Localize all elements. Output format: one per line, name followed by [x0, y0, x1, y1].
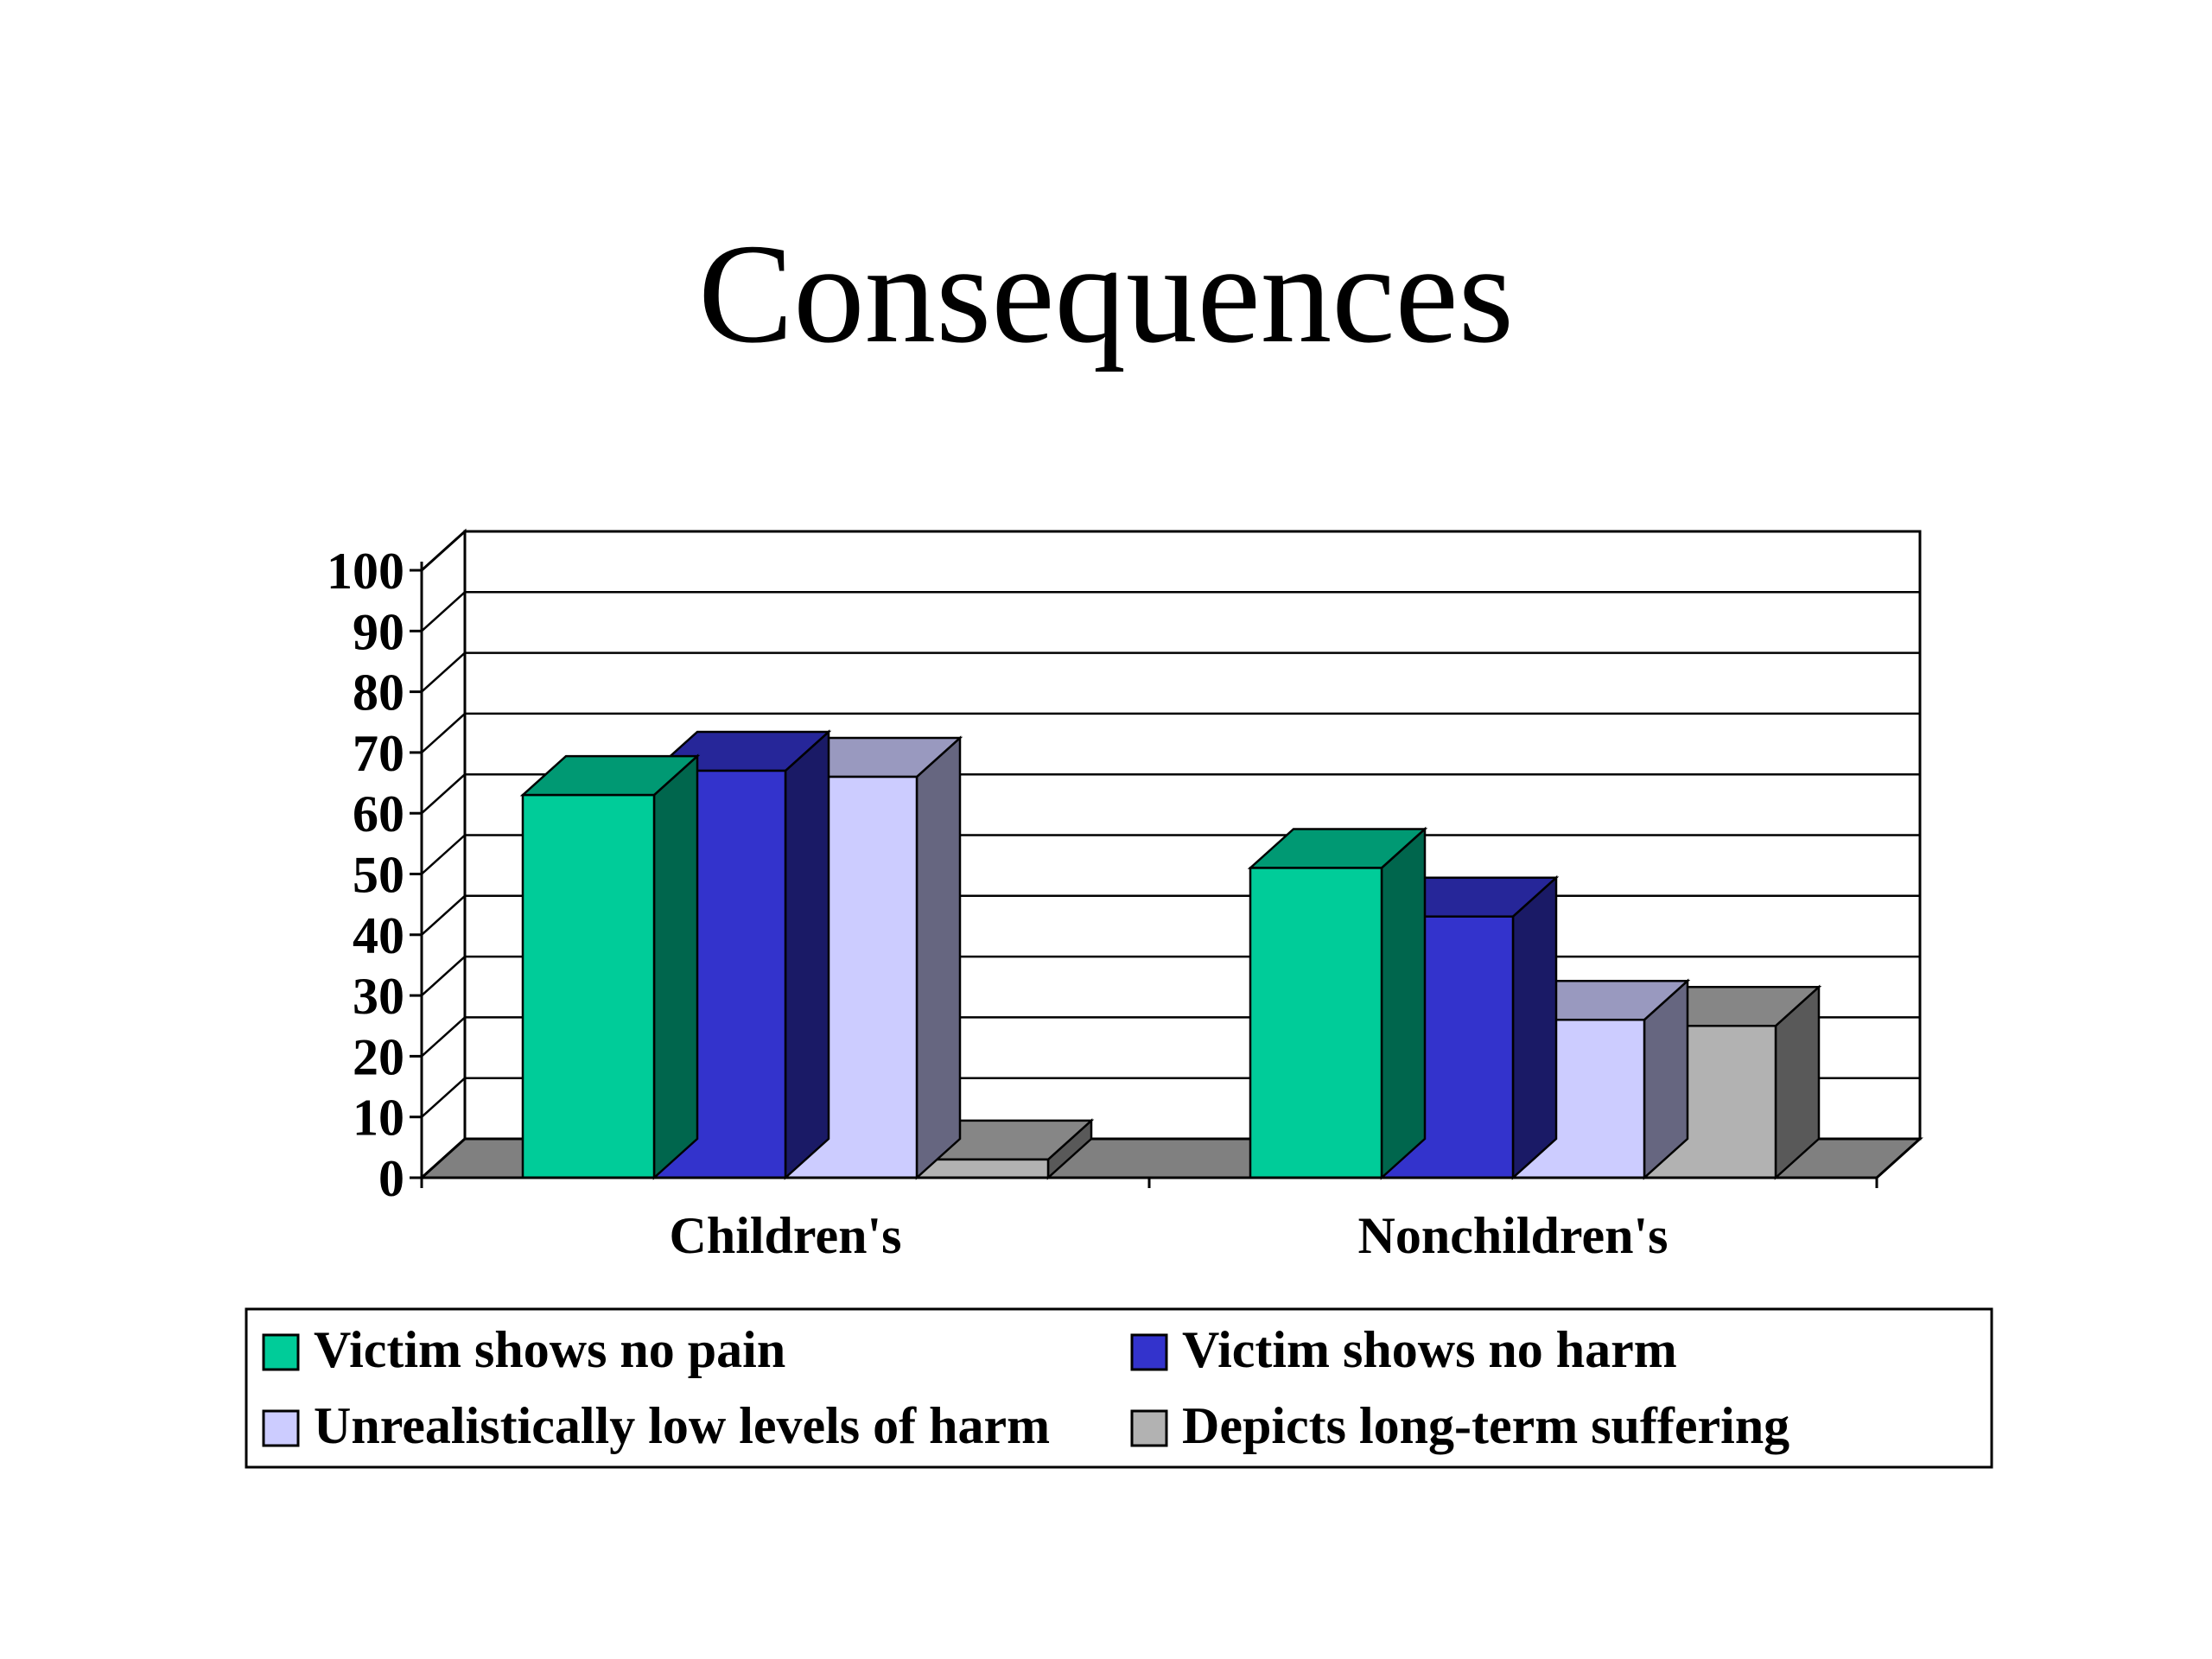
gridline-side: [421, 773, 466, 815]
bar-side: [1380, 826, 1427, 1180]
legend-box: [245, 1307, 1993, 1469]
bar-front: [521, 793, 656, 1179]
bar: [519, 753, 701, 1180]
gridline-side: [421, 591, 466, 632]
bar-side: [915, 735, 962, 1180]
bar: [913, 1118, 1095, 1180]
gridline-side: [421, 894, 466, 936]
y-tick-label: 10: [353, 1090, 404, 1147]
y-tick-label: 70: [353, 725, 404, 782]
x-tick-label: Children's: [670, 1207, 902, 1264]
y-tick-label: 50: [353, 847, 404, 904]
bar-side: [784, 729, 830, 1180]
legend-swatch: [262, 1333, 300, 1371]
y-tick-label: 20: [353, 1028, 404, 1085]
x-axis-labels: Children's Nonchildren's: [420, 1176, 1878, 1264]
gridline-side: [421, 1016, 466, 1058]
y-tick-label: 80: [353, 664, 404, 721]
bar-front: [1249, 867, 1383, 1179]
gridline-side: [421, 712, 466, 753]
bar-side: [1511, 874, 1558, 1180]
y-tick-label: 0: [378, 1150, 404, 1207]
gridline-side: [421, 956, 466, 997]
y-tick-label: 90: [353, 603, 404, 660]
gridline-side: [421, 531, 466, 571]
legend-label: Unrealistically low levels of harm: [314, 1397, 1050, 1454]
bar: [1247, 826, 1428, 1180]
bars: [519, 729, 1822, 1180]
y-tick-label: 60: [353, 785, 404, 842]
gridline-side: [421, 652, 466, 693]
bar-front: [915, 1158, 1050, 1179]
y-tick-label: 40: [353, 907, 404, 964]
x-tick-label: Nonchildren's: [1358, 1207, 1669, 1264]
y-tick-label: 30: [353, 968, 404, 1025]
chart-title: Consequences: [698, 214, 1514, 372]
legend-swatch: [1130, 1409, 1168, 1447]
y-tick-label: 100: [327, 543, 404, 600]
gridline-side: [421, 1077, 466, 1118]
gridline-side: [421, 834, 466, 875]
legend-swatch: [1130, 1333, 1168, 1371]
legend-swatch: [262, 1409, 300, 1447]
legend-label: Victim shows no pain: [314, 1321, 785, 1378]
legend-label: Victim shows no harm: [1182, 1321, 1677, 1378]
bar-side: [652, 753, 699, 1180]
legend-label: Depicts long-term suffering: [1182, 1397, 1789, 1454]
legend: Victim shows no pain Victim shows no harm…: [245, 1307, 1993, 1469]
